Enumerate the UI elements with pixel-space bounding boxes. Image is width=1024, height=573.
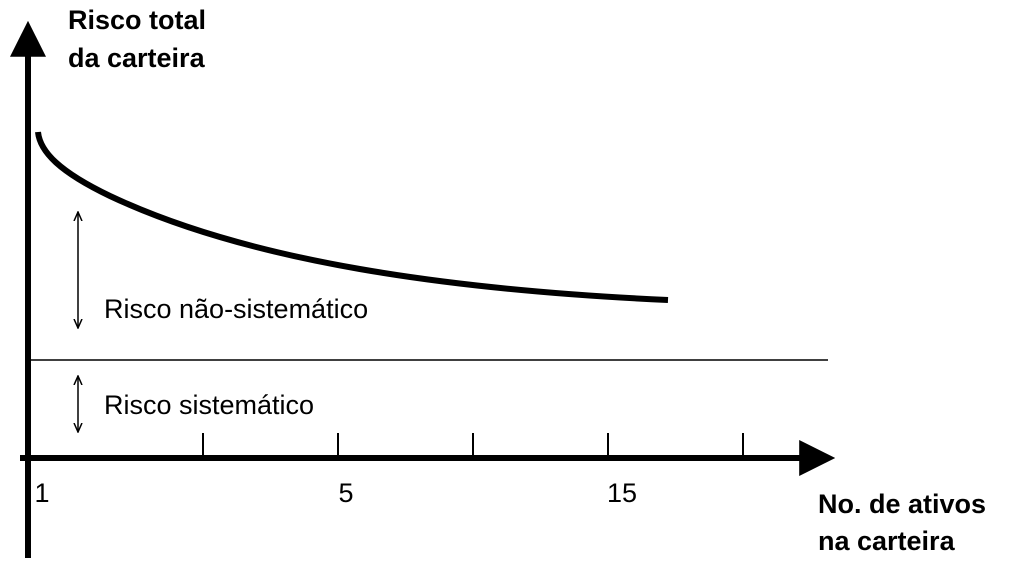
x-tick-label: 15 [607, 478, 637, 508]
x-ticks [202, 433, 744, 458]
annotation: Risco sistemático [104, 390, 314, 420]
total-risk-curve [35, 131, 669, 303]
x-tick-label: 5 [338, 478, 353, 508]
x-tick-label: 1 [34, 478, 49, 508]
x-axis-label: No. de ativos [818, 489, 986, 519]
y-axis-label: da carteira [68, 43, 206, 73]
x-axis-label: na carteira [818, 526, 956, 556]
annotation: Risco não-sistemático [104, 294, 368, 324]
y-axis-label: Risco total [68, 5, 206, 35]
